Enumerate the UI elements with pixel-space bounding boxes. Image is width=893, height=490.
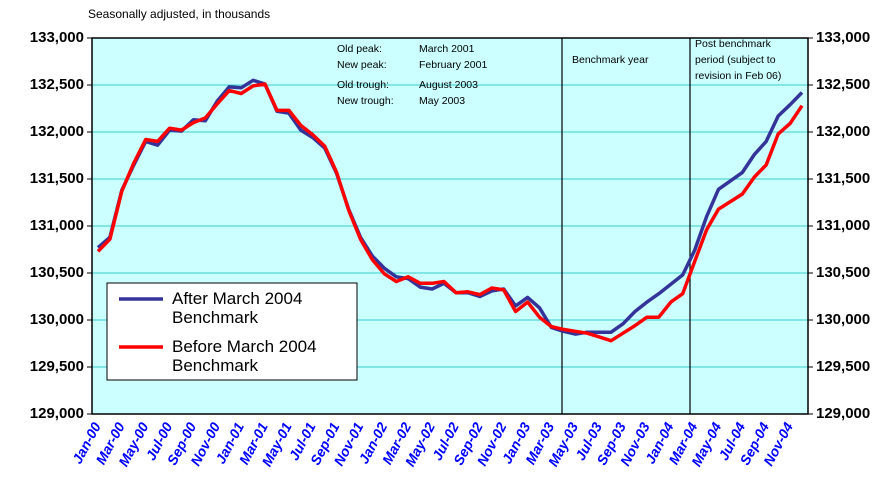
- y-tick-label: 131,500: [30, 170, 84, 187]
- y2-tick-label: 132,000: [816, 123, 870, 140]
- annotation: period (subject to: [695, 54, 776, 66]
- y2-tick-label: 130,000: [816, 311, 870, 328]
- subtitle: Seasonally adjusted, in thousands: [88, 7, 270, 21]
- y-tick-label: 129,500: [30, 358, 84, 375]
- annotation: New trough:: [337, 95, 394, 107]
- y2-tick-label: 131,500: [816, 170, 870, 187]
- annotation: May 2003: [419, 95, 465, 107]
- y-tick-label: 130,500: [30, 264, 84, 281]
- annotation: Old trough:: [337, 79, 389, 91]
- y2-tick-label: 129,000: [816, 405, 870, 422]
- annotation: Old peak:: [337, 43, 382, 55]
- y-tick-label: 132,500: [30, 76, 84, 93]
- annotation: revision in Feb 06): [695, 70, 781, 82]
- y-tick-label: 133,000: [30, 29, 84, 46]
- legend-label: Before March 2004 Benchmark: [172, 337, 317, 375]
- legend-label: After March 2004 Benchmark: [172, 289, 303, 327]
- y2-tick-label: 132,500: [816, 76, 870, 93]
- y-tick-label: 131,000: [30, 217, 84, 234]
- annotation: August 2003: [419, 79, 478, 91]
- y-tick-label: 130,000: [30, 311, 84, 328]
- annotation: New peak:: [337, 59, 387, 71]
- annotation: Post benchmark: [695, 38, 772, 50]
- y-tick-label: 129,000: [30, 405, 84, 422]
- annotation: February 2001: [419, 59, 487, 71]
- y2-tick-label: 133,000: [816, 29, 870, 46]
- y2-tick-label: 129,500: [816, 358, 870, 375]
- series-line: [96, 82, 804, 343]
- annotation: Benchmark year: [572, 54, 649, 66]
- y-tick-label: 132,000: [30, 123, 84, 140]
- y2-tick-label: 130,500: [816, 264, 870, 281]
- annotation: March 2001: [419, 43, 475, 55]
- y2-tick-label: 131,000: [816, 217, 870, 234]
